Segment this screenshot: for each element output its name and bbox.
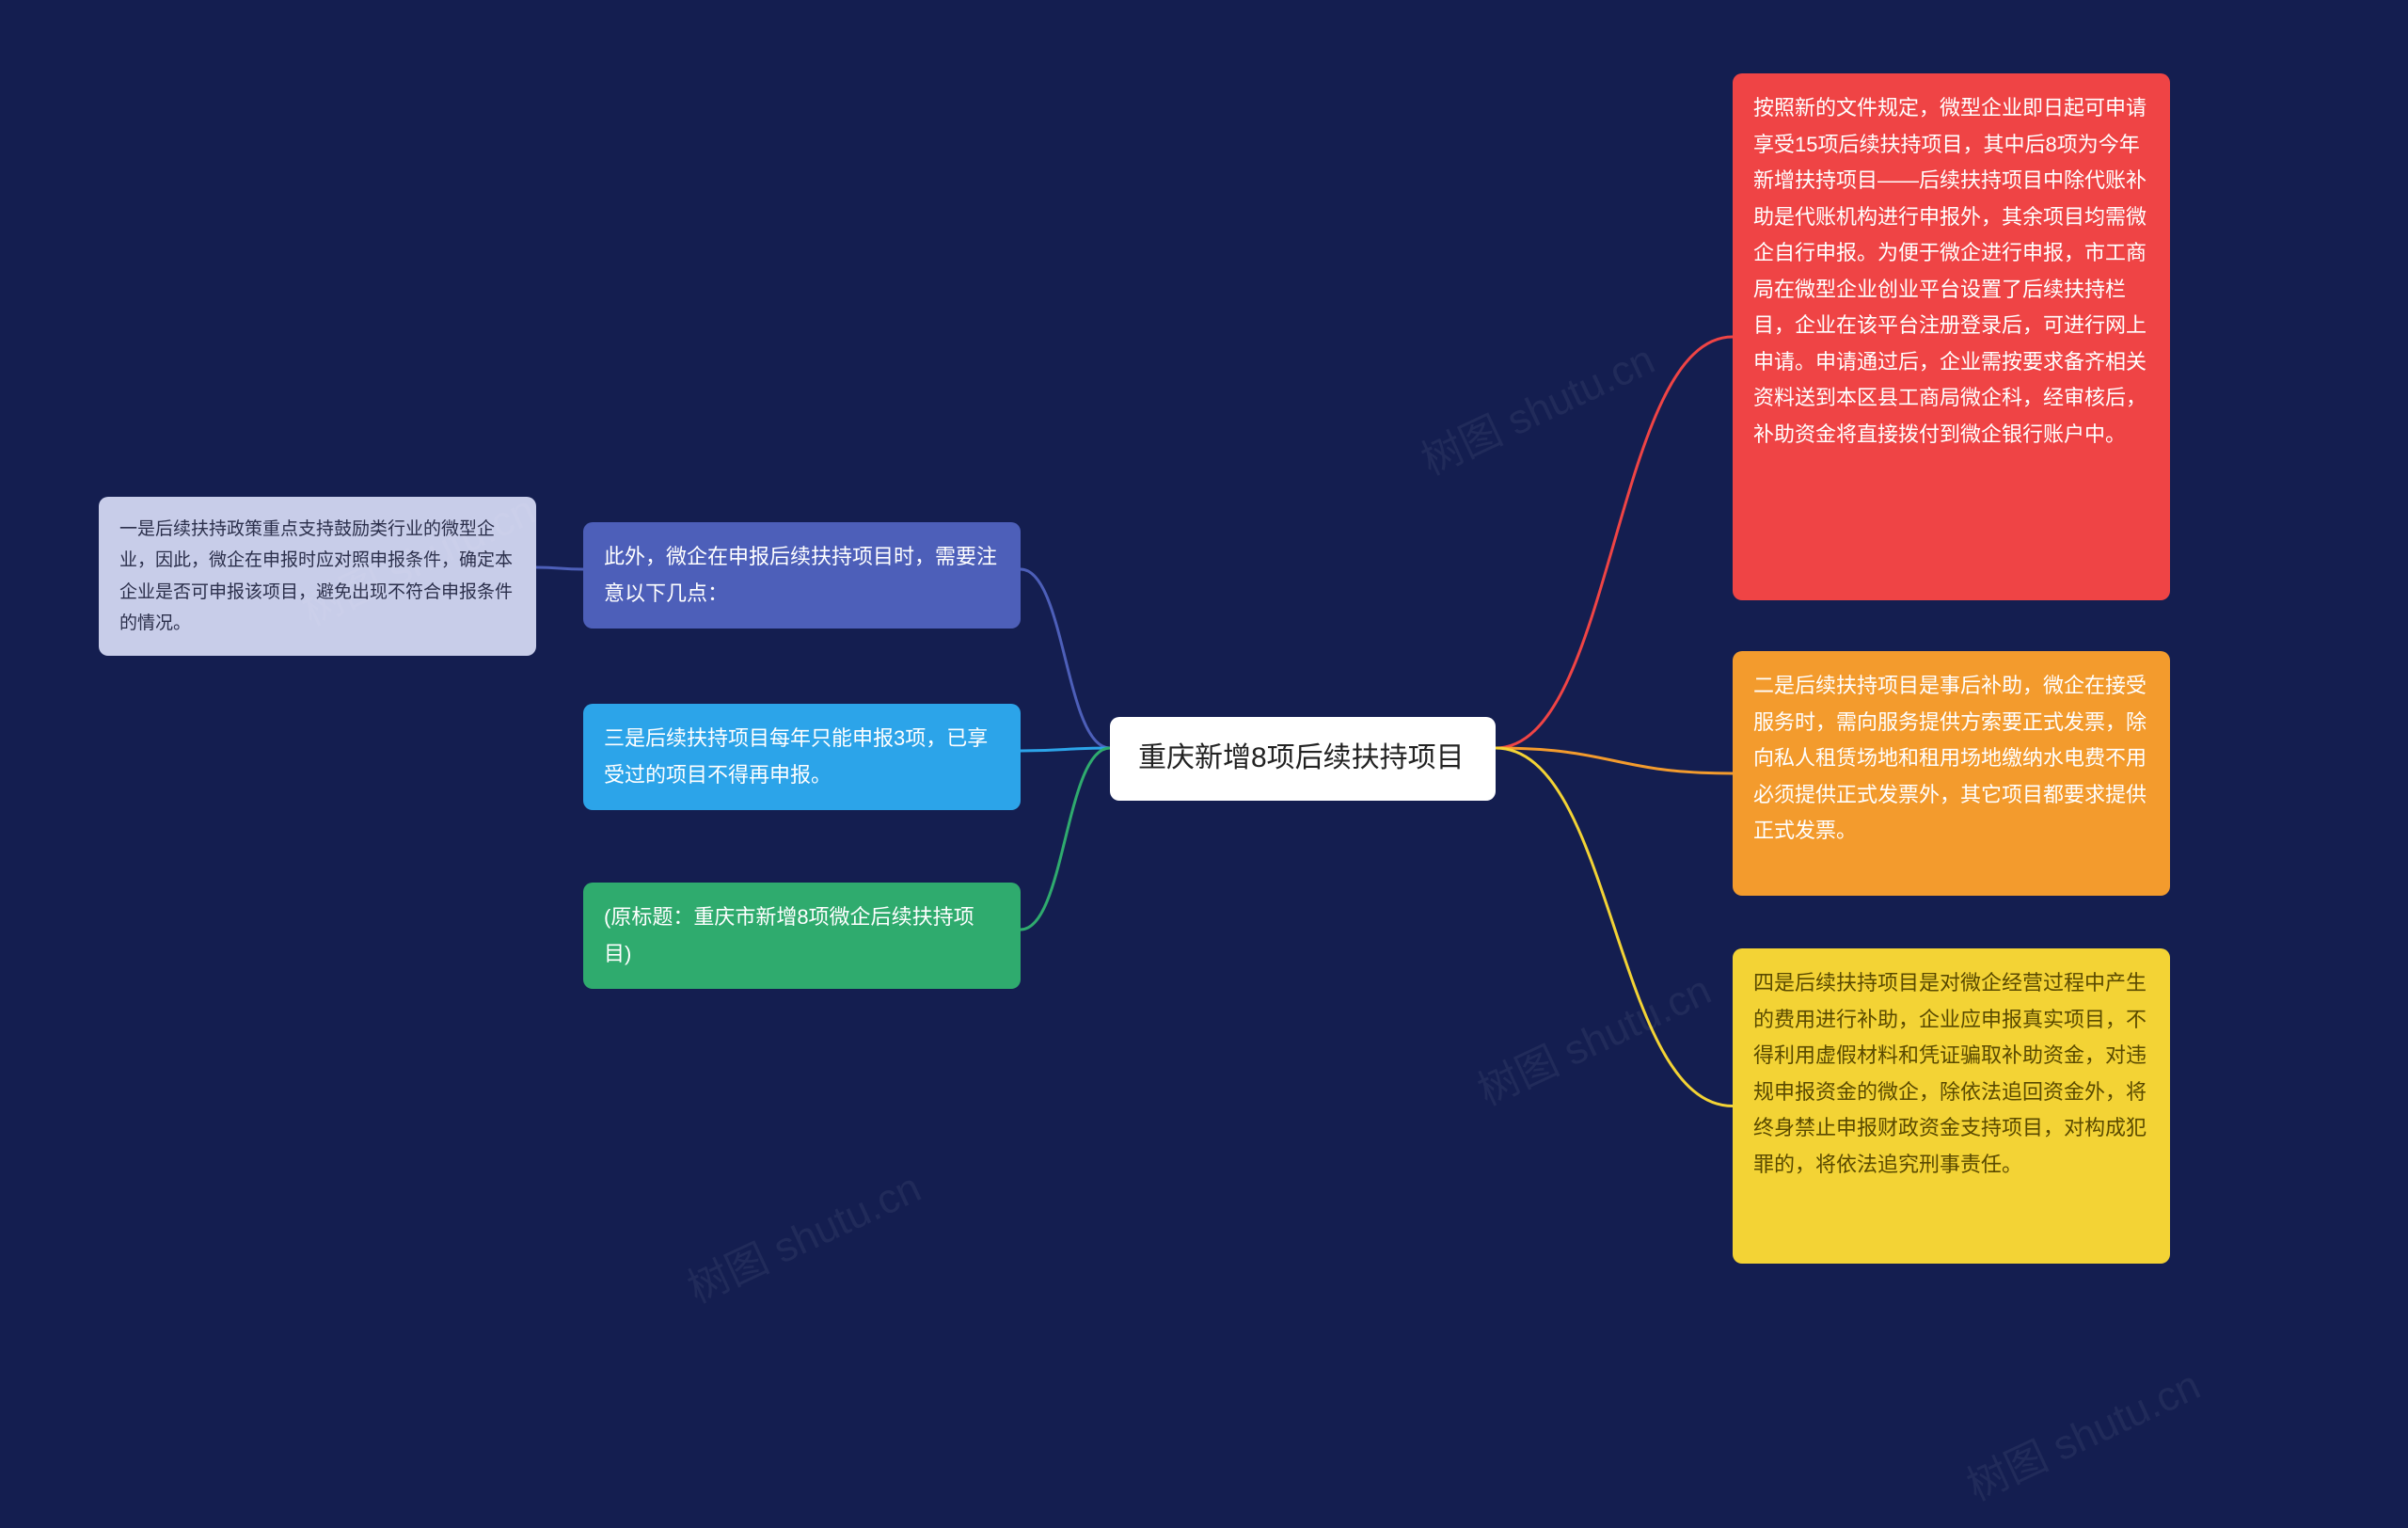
left-node-1: 此外，微企在申报后续扶持项目时，需要注意以下几点： xyxy=(583,522,1021,629)
center-node: 重庆新增8项后续扶持项目 xyxy=(1110,717,1496,801)
watermark: 树图 shutu.cn xyxy=(1466,957,1719,1118)
left-node-2: 三是后续扶持项目每年只能申报3项，已享受过的项目不得再申报。 xyxy=(583,704,1021,810)
right-node-2: 二是后续扶持项目是事后补助，微企在接受服务时，需向服务提供方索要正式发票，除向私… xyxy=(1733,651,2170,896)
watermark: 树图 shutu.cn xyxy=(1410,326,1663,487)
right-node-1: 按照新的文件规定，微型企业即日起可申请享受15项后续扶持项目，其中后8项为今年新… xyxy=(1733,73,2170,600)
watermark: 树图 shutu.cn xyxy=(676,1154,929,1315)
left-node-1-child: 一是后续扶持政策重点支持鼓励类行业的微型企业，因此，微企在申报时应对照申报条件，… xyxy=(99,497,536,656)
watermark: 树图 shutu.cn xyxy=(1956,1352,2209,1513)
right-node-3: 四是后续扶持项目是对微企经营过程中产生的费用进行补助，企业应申报真实项目，不得利… xyxy=(1733,948,2170,1264)
left-node-3: (原标题：重庆市新增8项微企后续扶持项目) xyxy=(583,883,1021,989)
